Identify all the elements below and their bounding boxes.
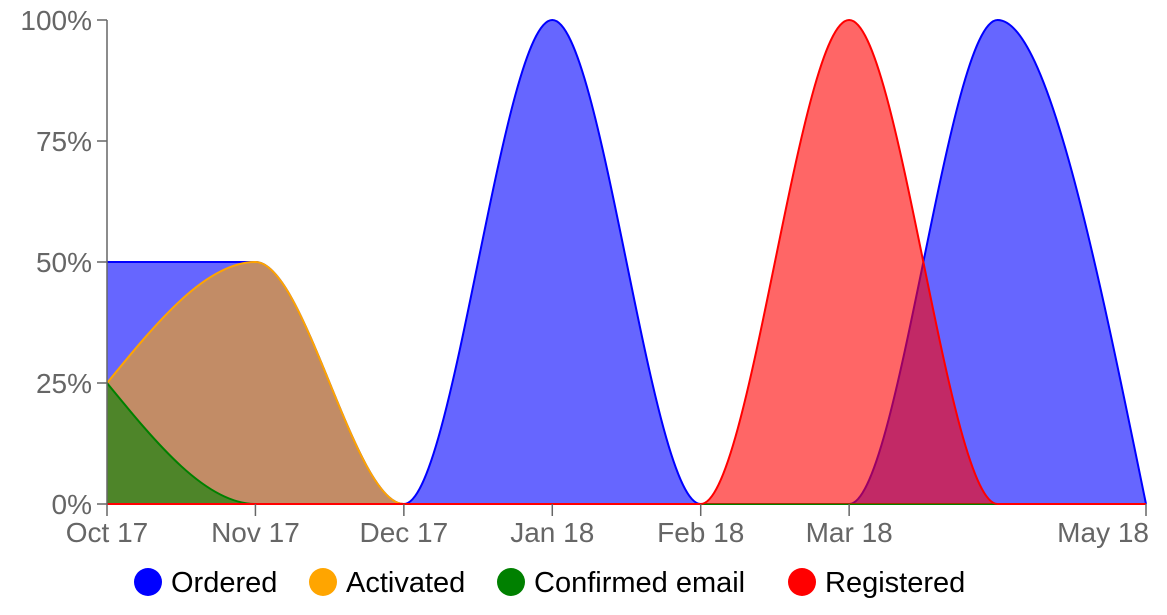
- legend-label: Confirmed email: [534, 567, 745, 599]
- legend-label: Registered: [825, 567, 965, 599]
- legend-swatch-icon: [788, 568, 816, 596]
- series-areas: [106, 18, 1147, 506]
- x-tick-label: Oct 17: [66, 517, 148, 548]
- x-tick-label: Dec 17: [359, 517, 448, 548]
- legend-swatch-icon: [134, 568, 162, 596]
- x-tick-label: Feb 18: [657, 517, 744, 548]
- legend: Ordered Activated Confirmed email Registere…: [134, 567, 965, 599]
- x-tick-label: Jan 18: [510, 517, 594, 548]
- area-confirmed-email: [107, 383, 1146, 504]
- x-tick-label: Mar 18: [806, 517, 893, 548]
- y-tick-label: 25%: [36, 368, 92, 399]
- y-tick-label: 100%: [20, 5, 92, 36]
- x-tick-label: May 18: [1057, 517, 1149, 548]
- y-tick-label: 50%: [36, 247, 92, 278]
- area-activated: [107, 262, 1146, 504]
- axes: 0% 25% 50% 75% 100% Oct 17 Nov 17 Dec 17 Jan 18 F…: [20, 5, 1149, 548]
- x-tick-label: Nov 17: [211, 517, 300, 548]
- legend-swatch-icon: [497, 568, 525, 596]
- legend-label: Ordered: [171, 567, 277, 599]
- y-tick-label: 0%: [52, 489, 92, 520]
- line-registered: [107, 18, 1146, 506]
- area-registered: [107, 20, 1146, 504]
- legend-swatch-icon: [309, 568, 337, 596]
- y-tick-label: 75%: [36, 126, 92, 157]
- legend-label: Activated: [346, 567, 465, 599]
